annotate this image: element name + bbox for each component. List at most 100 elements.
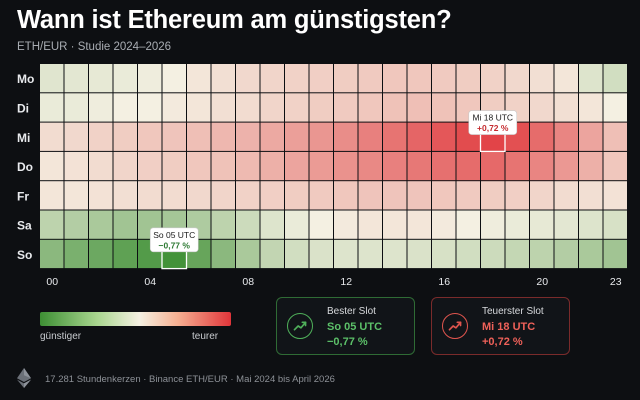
- heatmap-cell: [162, 151, 186, 181]
- heatmap-cell: [64, 181, 88, 210]
- heatmap-cell: [113, 239, 137, 269]
- heatmap-cell: [481, 239, 505, 269]
- legend-low-label: günstiger: [40, 331, 82, 342]
- heatmap-cell: [579, 64, 603, 93]
- best-slot-card: Bester Slot So 05 UTC −0,77 %: [276, 297, 415, 355]
- heatmap-cell: [530, 239, 554, 269]
- heatmap-cells: [40, 64, 627, 269]
- heatmap-cell: [579, 239, 603, 269]
- heatmap-cell: [138, 181, 162, 210]
- page-subtitle: ETH/EUR · Studie 2024–2026: [17, 41, 172, 53]
- heatmap-cell: [530, 93, 554, 122]
- annotation-value: +0,72 %: [477, 123, 509, 133]
- heatmap-cell: [603, 239, 627, 269]
- heatmap-cell: [505, 151, 529, 181]
- best-slot-title: Bester Slot: [327, 306, 376, 317]
- heatmap-cell: [211, 93, 235, 122]
- x-tick-label: 12: [340, 276, 352, 288]
- heatmap-cell: [138, 64, 162, 93]
- heatmap-cell: [334, 64, 358, 93]
- heatmap-cell: [260, 181, 284, 210]
- heatmap-cell: [383, 181, 407, 210]
- heatmap-cell: [407, 239, 431, 269]
- heatmap-cell: [309, 93, 333, 122]
- heatmap-cell: [407, 181, 431, 210]
- heatmap-cell: [481, 151, 505, 181]
- legend-high-label: teurer: [192, 331, 219, 342]
- x-tick-label: 16: [438, 276, 450, 288]
- heatmap-cell: [285, 122, 309, 151]
- heatmap-cell: [579, 122, 603, 151]
- heatmap-cell: [358, 64, 382, 93]
- x-tick-label: 00: [46, 276, 58, 288]
- heatmap-cell: [236, 122, 260, 151]
- heatmap-cell: [64, 122, 88, 151]
- color-legend-bar: [40, 312, 231, 326]
- row-label: So: [17, 248, 32, 262]
- heatmap-cell: [309, 181, 333, 210]
- worst-slot-card: Teuerster Slot Mi 18 UTC +0,72 %: [431, 297, 570, 355]
- heatmap-cell: [432, 210, 456, 239]
- heatmap-cell: [432, 122, 456, 151]
- heatmap-cell: [334, 210, 358, 239]
- heatmap-cell: [358, 93, 382, 122]
- heatmap-cell: [456, 64, 480, 93]
- heatmap-cell: [64, 210, 88, 239]
- row-label: Fr: [17, 189, 29, 203]
- x-tick-label: 23: [610, 276, 622, 288]
- heatmap-cell: [603, 181, 627, 210]
- heatmap-cell: [554, 239, 578, 269]
- heatmap-cell: [554, 210, 578, 239]
- heatmap-cell: [358, 210, 382, 239]
- heatmap-cell: [579, 210, 603, 239]
- heatmap-cell: [89, 122, 113, 151]
- heatmap-cell: [579, 93, 603, 122]
- row-labels: Mo Di Mi Do Fr Sa So: [17, 72, 34, 262]
- heatmap-cell: [236, 210, 260, 239]
- heatmap-cell: [309, 239, 333, 269]
- heatmap-cell: [211, 122, 235, 151]
- heatmap-cell: [505, 64, 529, 93]
- heatmap-cell: [89, 210, 113, 239]
- heatmap-cell: [236, 64, 260, 93]
- heatmap-cell: [285, 210, 309, 239]
- heatmap-cell: [481, 181, 505, 210]
- x-axis-ticks: 00 04 08 12 16 20 23: [46, 276, 621, 288]
- heatmap-cell: [554, 64, 578, 93]
- heatmap-cell: [285, 93, 309, 122]
- heatmap-cell: [285, 64, 309, 93]
- heatmap-cell: [89, 239, 113, 269]
- heatmap-cell: [481, 210, 505, 239]
- heatmap-cell: [334, 122, 358, 151]
- heatmap-cell: [383, 151, 407, 181]
- heatmap-cell: [407, 210, 431, 239]
- heatmap-cell: [40, 64, 64, 93]
- heatmap-cell: [138, 93, 162, 122]
- heatmap-cell: [113, 210, 137, 239]
- heatmap-cell: [187, 181, 211, 210]
- heatmap-cell: [113, 64, 137, 93]
- heatmap-cell: [211, 151, 235, 181]
- heatmap-cell: [236, 93, 260, 122]
- heatmap-cell: [40, 151, 64, 181]
- heatmap-cell: [456, 181, 480, 210]
- heatmap-cell: [285, 181, 309, 210]
- heatmap-cell: [456, 210, 480, 239]
- heatmap-cell: [309, 122, 333, 151]
- heatmap-cell: [89, 93, 113, 122]
- heatmap-cell: [162, 122, 186, 151]
- heatmap-cell: [64, 64, 88, 93]
- heatmap-cell: [187, 64, 211, 93]
- heatmap-cell: [456, 151, 480, 181]
- worst-slot-time: Mi 18 UTC: [482, 321, 536, 333]
- heatmap-cell: [432, 181, 456, 210]
- heatmap-cell: [530, 181, 554, 210]
- heatmap-cell: [64, 93, 88, 122]
- heatmap-cell: [113, 122, 137, 151]
- heatmap-cell: [236, 151, 260, 181]
- heatmap-cell: [334, 151, 358, 181]
- heatmap-cell: [260, 122, 284, 151]
- annotation-label: So 05 UTC: [153, 230, 195, 240]
- heatmap-cell: [334, 239, 358, 269]
- heatmap-cell: [554, 181, 578, 210]
